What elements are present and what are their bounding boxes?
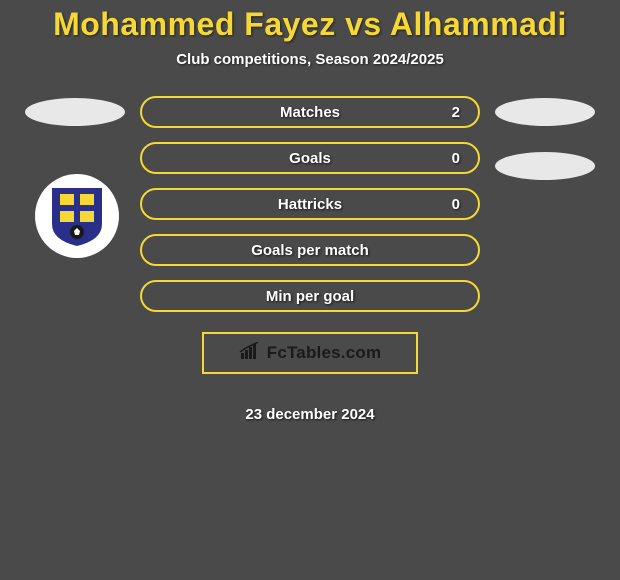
- stat-right-value: 0: [448, 150, 460, 167]
- stat-row-hattricks: Hattricks 0: [140, 188, 480, 220]
- brand-suffix: .com: [341, 343, 381, 362]
- shield-icon: [48, 184, 106, 248]
- comparison-card: Mohammed Fayez vs Alhammadi Club competi…: [0, 0, 620, 423]
- stat-row-goals: Goals 0: [140, 142, 480, 174]
- chart-icon: [239, 342, 261, 365]
- stats-column: Matches 2 Goals 0 Hattricks 0 Goals per …: [135, 96, 485, 423]
- player-right-avatar-placeholder: [495, 98, 595, 126]
- stat-label: Matches: [142, 104, 478, 121]
- stat-label: Goals per match: [142, 242, 478, 259]
- stat-row-goals-per-match: Goals per match: [140, 234, 480, 266]
- main-row: Matches 2 Goals 0 Hattricks 0 Goals per …: [0, 96, 620, 423]
- club-badge-right-placeholder: [495, 152, 595, 180]
- stat-row-min-per-goal: Min per goal: [140, 280, 480, 312]
- club-badge-left: [35, 174, 119, 258]
- brand-box[interactable]: FcTables.com: [202, 332, 418, 374]
- subtitle: Club competitions, Season 2024/2025: [176, 51, 444, 68]
- stat-label: Min per goal: [142, 288, 478, 305]
- stat-label: Goals: [142, 150, 478, 167]
- brand-name: FcTables: [267, 343, 341, 362]
- player-left-column: [15, 96, 135, 423]
- date-text: 23 december 2024: [245, 406, 374, 423]
- stat-right-value: 2: [448, 104, 460, 121]
- stat-right-value: 0: [448, 196, 460, 213]
- stat-label: Hattricks: [142, 196, 478, 213]
- page-title: Mohammed Fayez vs Alhammadi: [53, 6, 567, 43]
- player-left-avatar-placeholder: [25, 98, 125, 126]
- brand-text: FcTables.com: [267, 343, 382, 363]
- player-right-column: [485, 96, 605, 423]
- stat-row-matches: Matches 2: [140, 96, 480, 128]
